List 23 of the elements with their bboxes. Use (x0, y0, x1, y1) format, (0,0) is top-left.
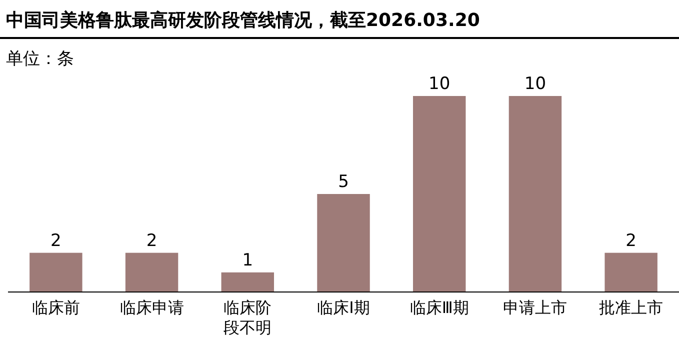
bar (30, 252, 82, 292)
data-label: 1 (242, 250, 254, 270)
x-tick-label: 临床申请 (120, 298, 184, 317)
bar (508, 96, 562, 292)
x-tick-label: 临床Ⅲ期 (410, 298, 469, 317)
chart-title: 中国司美格鲁肽最高研发阶段管线情况，截至2026.03.20 (6, 10, 480, 31)
bar (604, 252, 658, 292)
x-tick-label: 临床阶段不明 (224, 298, 272, 337)
x-tick-label: 批准上市 (599, 298, 664, 317)
y-axis-title: 单位：条 (6, 49, 74, 69)
data-label: 5 (338, 172, 349, 192)
data-label: 10 (524, 74, 546, 94)
data-label: 2 (50, 230, 62, 251)
bar (125, 252, 178, 292)
x-tick-label: 申请上市 (503, 298, 568, 317)
bar (317, 194, 370, 292)
bar (412, 96, 466, 292)
x-tick-label: 临床前 (32, 298, 80, 317)
bar (221, 272, 274, 292)
data-label: 10 (428, 74, 450, 94)
x-tick-label: 临床Ⅰ期 (317, 298, 370, 317)
data-label: 2 (146, 230, 158, 251)
data-label: 2 (626, 230, 636, 251)
